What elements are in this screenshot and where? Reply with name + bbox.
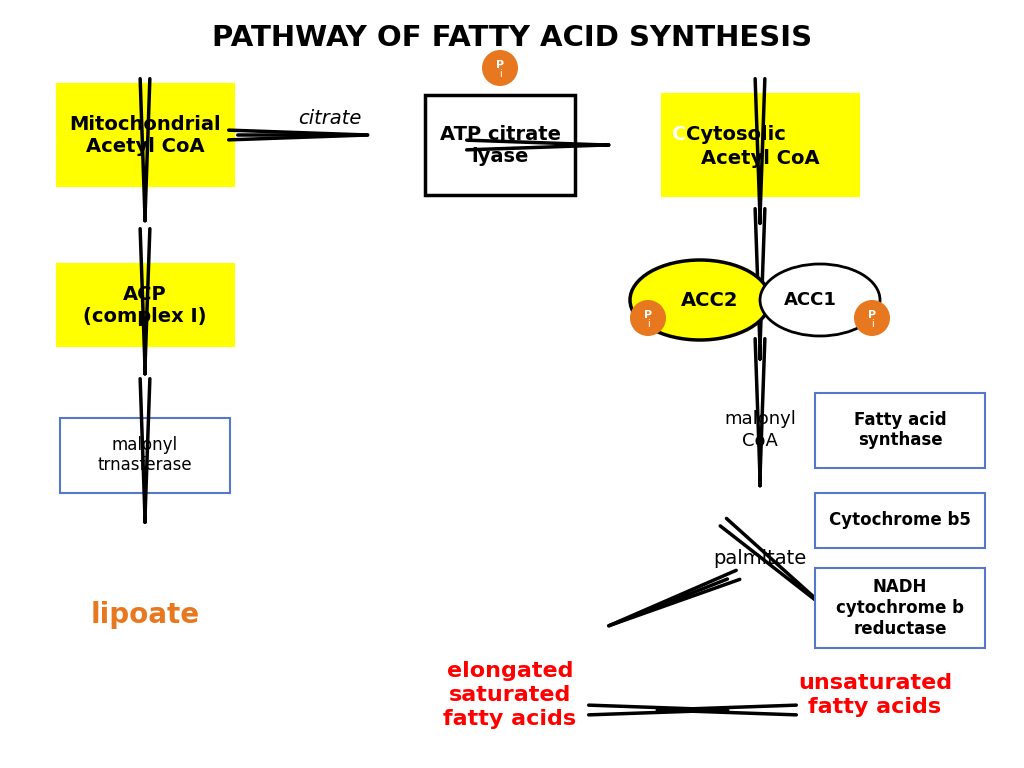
Text: Acetyl CoA: Acetyl CoA: [700, 148, 819, 167]
Circle shape: [630, 300, 666, 336]
Ellipse shape: [760, 264, 880, 336]
FancyBboxPatch shape: [425, 95, 575, 195]
Text: PATHWAY OF FATTY ACID SYNTHESIS: PATHWAY OF FATTY ACID SYNTHESIS: [212, 24, 812, 52]
Text: unsaturated
fatty acids: unsaturated fatty acids: [798, 673, 952, 717]
FancyBboxPatch shape: [57, 85, 232, 185]
FancyBboxPatch shape: [815, 492, 985, 548]
Text: palmitate: palmitate: [714, 548, 807, 568]
FancyBboxPatch shape: [815, 568, 985, 648]
Text: Cytochrome b5: Cytochrome b5: [829, 511, 971, 529]
Text: Mitochondrial
Acetyl CoA: Mitochondrial Acetyl CoA: [70, 114, 221, 155]
Text: ATP citrate
lyase: ATP citrate lyase: [439, 124, 560, 165]
FancyBboxPatch shape: [57, 265, 232, 345]
Text: P: P: [644, 310, 652, 320]
Circle shape: [482, 50, 518, 86]
FancyBboxPatch shape: [60, 418, 230, 492]
Text: P: P: [868, 310, 877, 320]
Text: ACP
(complex I): ACP (complex I): [83, 284, 207, 326]
Circle shape: [854, 300, 890, 336]
FancyBboxPatch shape: [815, 392, 985, 468]
Text: malonyl
CoA: malonyl CoA: [724, 410, 796, 450]
Text: ACC1: ACC1: [783, 291, 837, 309]
Text: i: i: [870, 319, 873, 329]
Text: lipoate: lipoate: [90, 601, 200, 629]
Ellipse shape: [630, 260, 770, 340]
Text: i: i: [499, 69, 502, 79]
Text: Fatty acid
synthase: Fatty acid synthase: [854, 411, 946, 449]
Text: NADH
cytochrome b
reductase: NADH cytochrome b reductase: [836, 578, 964, 637]
Text: P: P: [496, 60, 504, 70]
Text: elongated
saturated
fatty acids: elongated saturated fatty acids: [443, 661, 577, 729]
FancyBboxPatch shape: [663, 95, 857, 195]
Text: C: C: [672, 125, 686, 144]
Text: citrate: citrate: [298, 108, 361, 127]
Text: Cytosolic: Cytosolic: [686, 125, 785, 144]
Text: i: i: [646, 319, 649, 329]
Text: ACC2: ACC2: [681, 290, 738, 310]
Text: malonyl
trnasferase: malonyl trnasferase: [97, 435, 193, 475]
